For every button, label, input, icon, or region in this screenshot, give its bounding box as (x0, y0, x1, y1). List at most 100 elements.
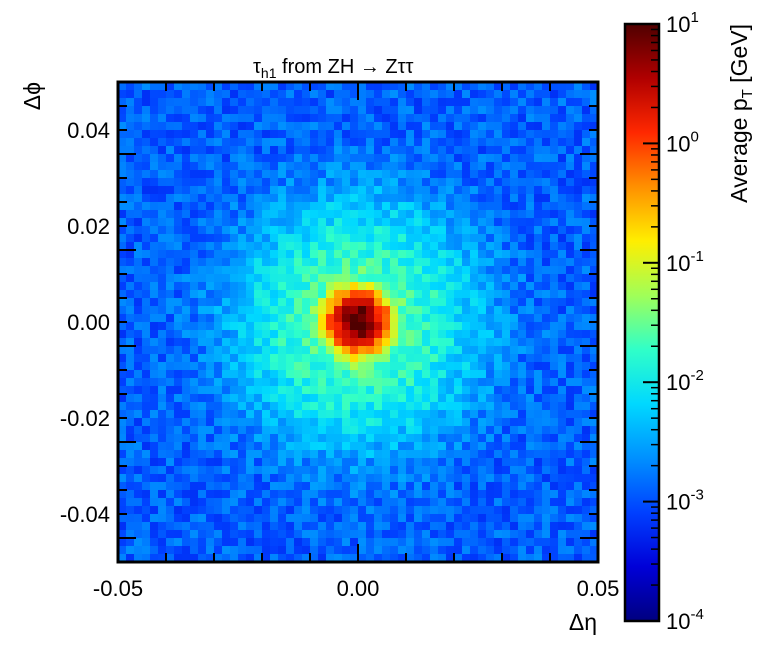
heatmap-cell (414, 554, 423, 563)
heatmap-cell (462, 434, 471, 443)
heatmap-cell (446, 266, 455, 275)
heatmap-cell (478, 530, 487, 539)
heatmap-cell (150, 274, 159, 283)
heatmap-cell (398, 506, 407, 515)
heatmap-cell (526, 546, 535, 555)
heatmap-cell (486, 266, 495, 275)
heatmap-cell (462, 298, 471, 307)
heatmap-cell (382, 90, 391, 99)
chart-title: τh1 from ZH → Zττ (253, 56, 413, 81)
heatmap-cell (262, 458, 271, 467)
heatmap-cell (574, 402, 583, 411)
heatmap-cell (526, 130, 535, 139)
heatmap-cell (406, 458, 415, 467)
heatmap-cell (142, 386, 151, 395)
heatmap-cell (358, 90, 367, 99)
heatmap-cell (502, 250, 511, 259)
heatmap-cell (174, 418, 183, 427)
heatmap-cell (542, 114, 551, 123)
heatmap-cell (470, 402, 479, 411)
heatmap-cell (446, 314, 455, 323)
heatmap-cell (486, 530, 495, 539)
heatmap-cell (310, 154, 319, 163)
heatmap-cell (438, 490, 447, 499)
heatmap-cell (518, 450, 527, 459)
heatmap-cell (134, 122, 143, 131)
heatmap-cell (398, 530, 407, 539)
heatmap-cell (390, 194, 399, 203)
heatmap-cell (326, 346, 335, 355)
heatmap-cell (326, 258, 335, 267)
heatmap-cell (254, 186, 263, 195)
heatmap-cell (382, 330, 391, 339)
heatmap-cell (502, 482, 511, 491)
heatmap-cell (342, 338, 351, 347)
heatmap-cell (318, 154, 327, 163)
heatmap-cell (518, 90, 527, 99)
heatmap-cell (222, 394, 231, 403)
heatmap-cell (590, 130, 599, 139)
heatmap-cell (158, 370, 167, 379)
heatmap-cell (182, 482, 191, 491)
heatmap-cell (390, 394, 399, 403)
heatmap-cell (334, 466, 343, 475)
heatmap-cell (502, 346, 511, 355)
heatmap-cell (534, 426, 543, 435)
heatmap-cell (374, 362, 383, 371)
heatmap-cell (526, 162, 535, 171)
heatmap-cell (582, 98, 591, 107)
heatmap-cell (270, 362, 279, 371)
heatmap-cell (358, 82, 367, 91)
heatmap-cell (134, 298, 143, 307)
heatmap-cell (566, 114, 575, 123)
heatmap-cell (342, 506, 351, 515)
heatmap-cell (446, 138, 455, 147)
heatmap-cell (134, 250, 143, 259)
heatmap-cell (134, 354, 143, 363)
heatmap-cell (462, 314, 471, 323)
heatmap-cell (446, 106, 455, 115)
heatmap-cell (134, 378, 143, 387)
heatmap-cell (470, 338, 479, 347)
heatmap-cell (414, 290, 423, 299)
heatmap-cell (246, 250, 255, 259)
heatmap-cell (382, 346, 391, 355)
heatmap-cell (342, 498, 351, 507)
heatmap-cell (574, 186, 583, 195)
heatmap-cell (494, 466, 503, 475)
heatmap-cell (550, 202, 559, 211)
heatmap-cell (246, 394, 255, 403)
heatmap-cell (478, 362, 487, 371)
heatmap-cell (286, 450, 295, 459)
heatmap-cell (574, 202, 583, 211)
heatmap-cell (534, 474, 543, 483)
heatmap-cell (158, 202, 167, 211)
heatmap-cell (238, 170, 247, 179)
heatmap-cell (590, 298, 599, 307)
heatmap-cell (510, 234, 519, 243)
heatmap-cell (238, 402, 247, 411)
heatmap-cell (326, 450, 335, 459)
heatmap-cell (486, 298, 495, 307)
heatmap-cell (238, 266, 247, 275)
heatmap-cell (334, 554, 343, 563)
heatmap-cell (278, 530, 287, 539)
heatmap-cell (382, 314, 391, 323)
heatmap-cell (494, 354, 503, 363)
heatmap-cell (502, 426, 511, 435)
heatmap-cell (118, 450, 127, 459)
heatmap-cell (182, 194, 191, 203)
heatmap-cell (446, 442, 455, 451)
heatmap-cell (238, 386, 247, 395)
heatmap-cell (230, 106, 239, 115)
heatmap-cell (558, 138, 567, 147)
x-tick-label: -0.05 (93, 576, 143, 601)
heatmap-cell (390, 474, 399, 483)
heatmap-cell (270, 306, 279, 315)
heatmap-cell (238, 282, 247, 291)
heatmap-cell (430, 314, 439, 323)
heatmap-cell (566, 402, 575, 411)
heatmap-cell (134, 210, 143, 219)
heatmap-cell (574, 274, 583, 283)
heatmap-cell (174, 114, 183, 123)
